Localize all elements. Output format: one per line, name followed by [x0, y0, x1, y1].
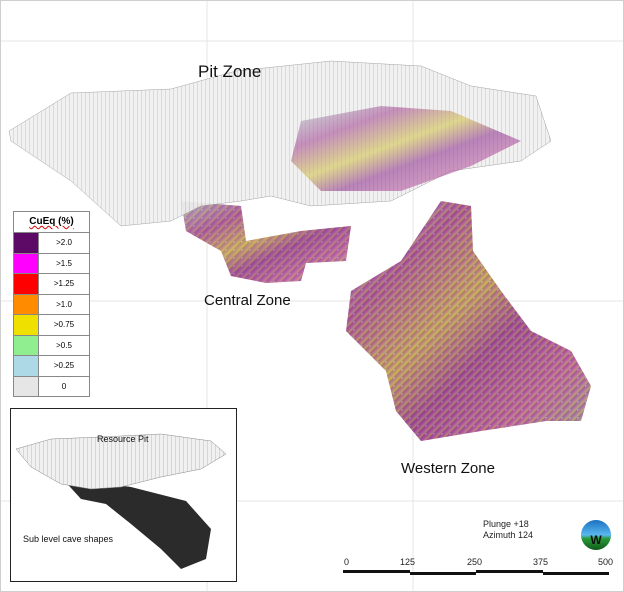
compass-letter: W — [590, 533, 602, 547]
legend-row: >1.25 — [14, 274, 89, 295]
scale-tick: 125 — [400, 557, 416, 567]
legend-value: >1.5 — [56, 258, 72, 268]
legend-row: 0 — [14, 376, 89, 396]
western-zone-ore — [346, 201, 591, 441]
inset-model — [15, 433, 227, 569]
central-zone-label: Central Zone — [204, 292, 291, 309]
legend-value: >0.75 — [53, 320, 75, 329]
orientation-globe-icon[interactable]: W — [580, 519, 612, 551]
scale-tick: 250 — [467, 557, 483, 567]
legend-swatch — [14, 315, 39, 335]
legend-value: 0 — [61, 381, 67, 391]
legend-swatch — [14, 233, 39, 253]
legend-swatch — [14, 335, 39, 355]
legend-row: >0.75 — [14, 315, 89, 336]
legend-row: >0.5 — [14, 335, 89, 356]
legend-value: >1.0 — [56, 299, 72, 309]
western-zone-label: Western Zone — [401, 460, 495, 477]
scale-tick: 500 — [598, 557, 614, 567]
sub-level-cave-label: Sub level cave shapes — [23, 534, 114, 544]
legend-row: >0.25 — [14, 356, 89, 377]
legend-row: >1.0 — [14, 294, 89, 315]
legend-swatch — [14, 356, 39, 376]
cueq-legend: CuEq (%) >2.0 >1.5 >1.25 >1.0 >0.75 >0.5… — [13, 211, 90, 397]
legend-swatch — [14, 274, 39, 294]
legend-row: >1.5 — [14, 253, 89, 274]
legend-value: >1.25 — [53, 279, 75, 288]
legend-swatch — [14, 376, 39, 396]
pit-shell — [8, 60, 552, 227]
pit-zone-label: Pit Zone — [198, 62, 262, 81]
legend-row: >2.0 — [14, 233, 89, 254]
resource-pit-label: Resource Pit — [97, 434, 149, 444]
view-orientation: Plunge +18 Azimuth 124 — [483, 519, 533, 541]
scale-tick: 0 — [344, 557, 350, 567]
legend-swatch — [14, 253, 39, 273]
plunge-text: Plunge +18 — [483, 519, 529, 529]
legend-value: >0.5 — [56, 340, 72, 350]
azimuth-text: Azimuth 124 — [483, 530, 534, 540]
legend-title: CuEq (%) — [29, 216, 74, 227]
legend-value: >2.0 — [56, 238, 72, 247]
legend-swatch — [14, 294, 39, 314]
scale-tick: 375 — [533, 557, 549, 567]
inset-panel: Resource Pit Sub level cave shapes — [10, 408, 237, 582]
central-zone-ore — [181, 201, 351, 283]
legend-value: >0.25 — [53, 361, 75, 370]
